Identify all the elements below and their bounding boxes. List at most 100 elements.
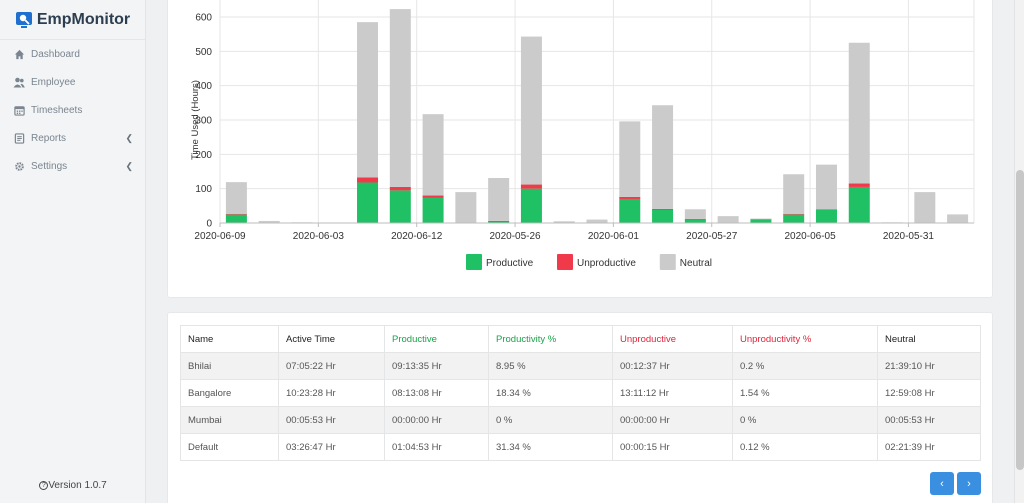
bar-neutral [750, 218, 772, 220]
column-header-neutral[interactable]: Neutral [877, 325, 981, 353]
bar-productive [652, 209, 674, 223]
sidebar-item-label: Employee [31, 76, 76, 88]
y-tick-label: 300 [195, 116, 212, 127]
calendar-icon [13, 104, 25, 116]
bar-unproductive [619, 196, 641, 199]
bar-productive [848, 186, 870, 223]
table-row: Mumbai 00:05:53 Hr 00:00:00 Hr 0 % 00:00… [180, 406, 981, 434]
legend-label: Productive [486, 258, 534, 269]
next-page-button[interactable]: › [957, 472, 981, 495]
version-text: Version 1.0.7 [48, 480, 107, 491]
time-used-chart: 0 100 200 300 400 500 600 2020-06-09 2020-06-03 2… [190, 0, 975, 270]
bar-unproductive [422, 195, 444, 198]
y-tick-label: 500 [195, 47, 212, 58]
bar-neutral [652, 105, 674, 209]
sidebar-item-label: Settings [31, 160, 68, 172]
column-header-active-time[interactable]: Active Time [278, 325, 385, 353]
gear-icon [13, 160, 25, 172]
cell-active-time: 10:23:28 Hr [278, 379, 385, 407]
bar-productive [520, 188, 542, 223]
x-tick-label: 2020-06-12 [391, 231, 443, 242]
column-header-unproductive[interactable]: Unproductive [612, 325, 733, 353]
cell-unproductive: 00:12:37 Hr [612, 352, 733, 380]
bar-neutral [914, 192, 936, 223]
bar-neutral [520, 36, 542, 185]
bar-neutral [389, 9, 411, 187]
cell-productive: 00:00:00 Hr [384, 406, 489, 434]
y-axis-label: Time Used (Hours) [190, 80, 201, 160]
x-tick-label: 2020-06-09 [194, 231, 246, 242]
table-row: Bhilai 07:05:22 Hr 09:13:35 Hr 8.95 % 00… [180, 352, 981, 380]
cell-active-time: 03:26:47 Hr [278, 433, 385, 461]
page-scrollbar[interactable] [1014, 0, 1024, 503]
bar-productive [783, 214, 805, 223]
bar-neutral [815, 164, 837, 210]
bar-unproductive [520, 184, 542, 189]
bar-productive [225, 214, 247, 223]
legend-swatch-productive [466, 254, 482, 270]
cell-name: Default [180, 433, 279, 461]
legend-label: Unproductive [577, 258, 636, 269]
sidebar-item-label: Timesheets [31, 104, 83, 116]
cell-neutral: 12:59:08 Hr [877, 379, 981, 407]
bar-neutral [422, 114, 444, 196]
sidebar-item-settings[interactable]: Settings ❮ [0, 152, 145, 180]
bar-productive [815, 209, 837, 223]
cell-active-time: 07:05:22 Hr [278, 352, 385, 380]
cell-name: Mumbai [180, 406, 279, 434]
sidebar-item-label: Dashboard [31, 48, 80, 60]
cell-productive: 08:13:08 Hr [384, 379, 489, 407]
brand-name: EmpMonitor [36, 10, 131, 28]
bar-productive [422, 197, 444, 223]
bar-productive [684, 219, 706, 223]
column-header-unproductivity-percent[interactable]: Unproductivity % [732, 325, 878, 353]
cell-unproductivity-percent: 0.12 % [732, 433, 878, 461]
table-card: Name Active Time Productive Productivity… [167, 312, 993, 503]
column-header-productivity-percent[interactable]: Productivity % [488, 325, 613, 353]
cell-productive: 09:13:35 Hr [384, 352, 489, 380]
cell-name: Bangalore [180, 379, 279, 407]
bar-neutral [848, 42, 870, 184]
cell-unproductivity-percent: 0 % [732, 406, 878, 434]
bar-neutral [488, 178, 510, 221]
cell-unproductivity-percent: 1.54 % [732, 379, 878, 407]
users-icon [13, 76, 25, 88]
sidebar-item-timesheets[interactable]: Timesheets [0, 96, 145, 124]
table-header-row: Name Active Time Productive Productivity… [180, 325, 981, 353]
column-header-productive[interactable]: Productive [384, 325, 489, 353]
x-tick-label: 2020-06-05 [785, 231, 837, 242]
cell-name: Bhilai [180, 352, 279, 380]
bar-neutral [258, 220, 280, 223]
column-header-name[interactable]: Name [180, 325, 279, 353]
x-tick-label: 2020-06-01 [588, 231, 640, 242]
table-row: Default 03:26:47 Hr 01:04:53 Hr 31.34 % … [180, 433, 981, 461]
chevron-left-icon: ❮ [125, 161, 133, 171]
pagination: ‹ › [930, 472, 981, 495]
bar-unproductive [389, 186, 411, 191]
bar-unproductive [684, 218, 706, 220]
y-tick-label: 200 [195, 150, 212, 161]
y-tick-label: 100 [195, 184, 212, 195]
brand[interactable]: EmpMonitor [0, 0, 145, 40]
bar-unproductive [783, 214, 805, 215]
bar-neutral [684, 209, 706, 219]
y-tick-label: 600 [195, 13, 212, 24]
bar-unproductive [848, 183, 870, 187]
sidebar-item-dashboard[interactable]: Dashboard [0, 40, 145, 68]
sidebar-item-reports[interactable]: Reports ❮ [0, 124, 145, 152]
previous-page-button[interactable]: ‹ [930, 472, 954, 495]
bar-productive [357, 182, 379, 223]
bar-neutral [717, 216, 739, 223]
cell-unproductive: 13:11:12 Hr [612, 379, 733, 407]
legend-label: Neutral [680, 258, 712, 269]
cell-productivity-percent: 31.34 % [488, 433, 613, 461]
help-icon: ? [39, 481, 49, 490]
x-tick-label: 2020-05-31 [883, 231, 935, 242]
sidebar-item-employee[interactable]: Employee [0, 68, 145, 96]
bar-neutral [225, 182, 247, 215]
scrollbar-thumb[interactable] [1016, 170, 1024, 470]
bar-unproductive [357, 177, 379, 183]
bar-neutral [553, 221, 575, 223]
cell-active-time: 00:05:53 Hr [278, 406, 385, 434]
bar-neutral [783, 174, 805, 215]
